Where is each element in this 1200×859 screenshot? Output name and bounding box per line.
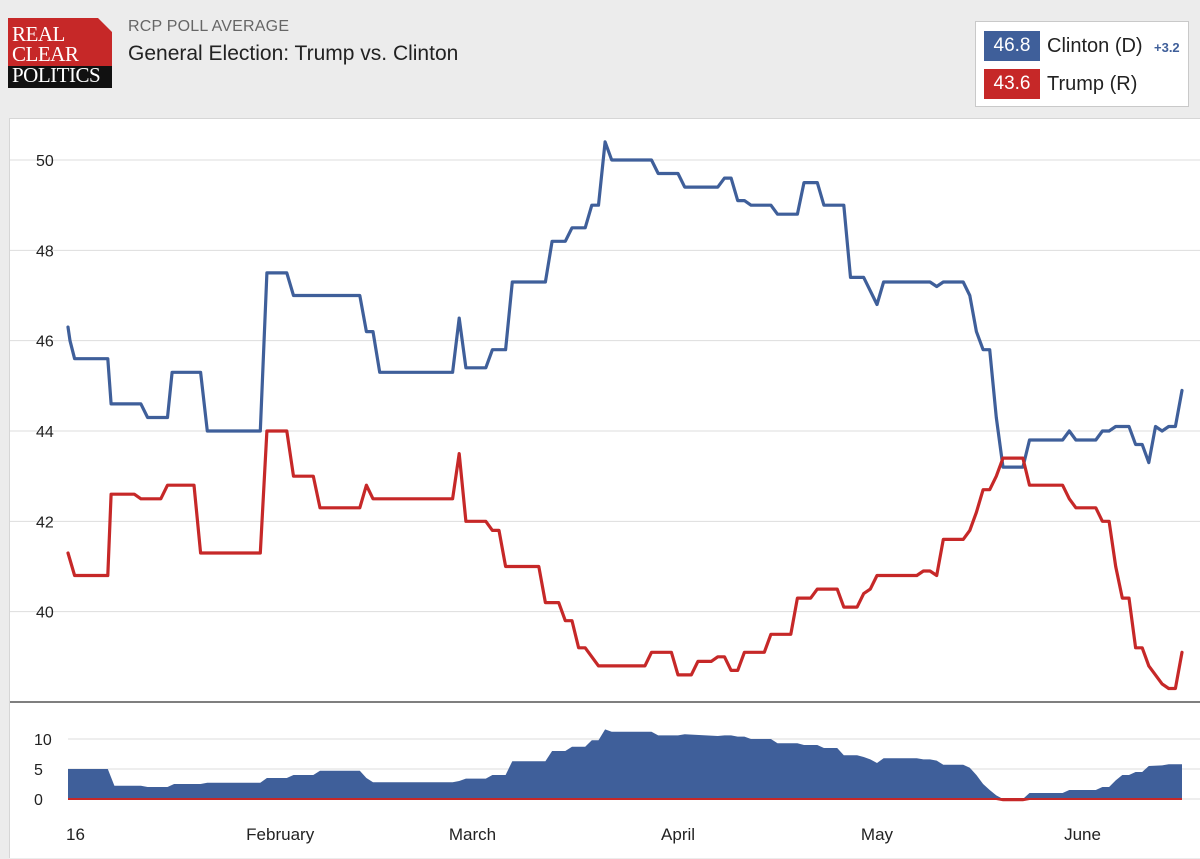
y-tick-label-50: 50: [36, 153, 54, 170]
y-tick-label-42: 42: [36, 514, 54, 531]
logo-line-3: POLITICS: [12, 63, 101, 87]
legend: 46.8 Clinton (D) +3.2 43.6 Trump (R): [975, 21, 1189, 107]
logo-corner-fold: [98, 18, 112, 32]
logo-line-1: REAL: [12, 22, 65, 46]
x-tick-label-16: 16: [66, 825, 85, 844]
header: REAL CLEAR POLITICS RCP POLL AVERAGE Gen…: [0, 0, 1200, 118]
spread-tick-label-10: 10: [34, 732, 52, 749]
y-tick-label-40: 40: [36, 605, 54, 622]
poll-average-kicker: RCP POLL AVERAGE: [128, 18, 290, 35]
logo-red-block: [8, 18, 112, 66]
spread-tick-label-5: 5: [34, 762, 43, 779]
rcp-logo[interactable]: REAL CLEAR POLITICS: [8, 18, 112, 88]
x-tick-label-march: March: [449, 825, 496, 844]
clinton-value-badge: 46.8: [984, 31, 1040, 61]
logo-line-2: CLEAR: [12, 42, 79, 66]
chart-title: General Election: Trump vs. Clinton: [128, 42, 459, 65]
trump-value-badge: 43.6: [984, 69, 1040, 99]
y-tick-label-44: 44: [36, 424, 54, 441]
clinton-spread: +3.2: [1154, 40, 1180, 55]
spread-area-positive: [68, 729, 1182, 799]
x-tick-label-june: June: [1064, 825, 1101, 844]
y-tick-label-46: 46: [36, 334, 54, 351]
spread-tick-label-0: 0: [34, 792, 43, 809]
x-tick-label-april: April: [661, 825, 695, 844]
chart-svg[interactable]: 40 42 44 46 48 50 0 5 10 16 February March April May J…: [10, 119, 1200, 859]
series-line-trump: [66, 429, 1184, 691]
spread-area-negative: [68, 798, 1182, 802]
chart-panel: 40 42 44 46 48 50 0 5 10 16 February March April May J…: [9, 118, 1200, 858]
series-line-clinton: [66, 140, 1184, 469]
clinton-legend-label: Clinton (D): [1047, 35, 1143, 57]
trump-legend-label: Trump (R): [1047, 73, 1138, 95]
x-tick-label-february: February: [246, 825, 315, 844]
x-tick-label-may: May: [861, 825, 894, 844]
y-tick-label-48: 48: [36, 243, 54, 260]
